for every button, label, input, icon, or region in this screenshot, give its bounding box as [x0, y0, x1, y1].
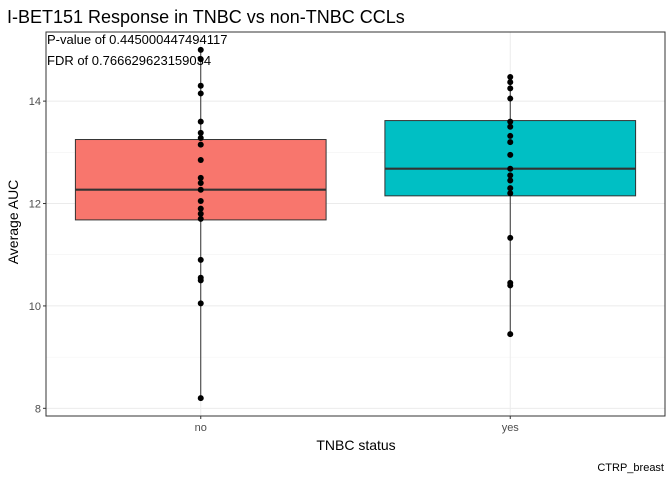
- data-point: [507, 85, 514, 92]
- data-point: [507, 172, 514, 179]
- data-point: [197, 56, 204, 63]
- data-point: [507, 151, 514, 158]
- data-point: [507, 234, 514, 241]
- data-point: [197, 129, 204, 136]
- data-point: [507, 139, 514, 146]
- data-point: [507, 79, 514, 86]
- box-yes: [384, 120, 637, 197]
- y-tick-label: 8: [35, 403, 41, 415]
- data-point: [197, 300, 204, 307]
- data-point: [507, 123, 514, 130]
- grid: [46, 32, 665, 416]
- y-axis-title: Average AUC: [5, 180, 21, 265]
- fdr-annotation: FDR of 0.766629623159034: [47, 53, 211, 68]
- x-tick-label: yes: [502, 422, 520, 434]
- data-point: [507, 190, 514, 197]
- data-point: [197, 186, 204, 193]
- data-point: [197, 46, 204, 53]
- y-tick-label: 10: [29, 301, 41, 313]
- data-point: [507, 282, 514, 289]
- y-axis-ticks: 8 10 12 14: [29, 96, 46, 415]
- data-point: [197, 197, 204, 204]
- boxplots: [74, 49, 637, 399]
- data-point: [507, 132, 514, 139]
- data-points: [197, 46, 514, 402]
- data-point: [507, 74, 514, 81]
- x-axis-ticks: no yes: [195, 416, 520, 434]
- data-point: [197, 205, 204, 212]
- data-point: [197, 210, 204, 217]
- data-point: [507, 177, 514, 184]
- data-point: [197, 134, 204, 141]
- data-point: [507, 185, 514, 192]
- data-point: [507, 95, 514, 102]
- data-point: [197, 90, 204, 97]
- caption: CTRP_breast: [597, 462, 664, 474]
- data-point: [197, 277, 204, 284]
- data-point: [197, 157, 204, 163]
- data-point: [507, 165, 514, 172]
- data-point: [197, 180, 204, 187]
- data-point: [507, 331, 514, 338]
- data-point: [197, 82, 204, 89]
- x-tick-label: no: [195, 422, 207, 434]
- data-point: [507, 118, 514, 125]
- data-point: [197, 141, 204, 148]
- data-point: [197, 118, 204, 125]
- data-point: [197, 174, 204, 181]
- chart-title: I-BET151 Response in TNBC vs non-TNBC CC…: [7, 7, 405, 27]
- y-tick-label: 14: [29, 96, 41, 108]
- x-axis-title: TNBC status: [316, 437, 395, 453]
- data-point: [197, 256, 204, 263]
- y-tick-label: 12: [29, 199, 41, 211]
- plot-panel-border: [45, 31, 666, 417]
- data-point: [197, 395, 204, 402]
- p-value-annotation: P-value of 0.445000447494117: [47, 32, 227, 47]
- data-point: [197, 215, 204, 222]
